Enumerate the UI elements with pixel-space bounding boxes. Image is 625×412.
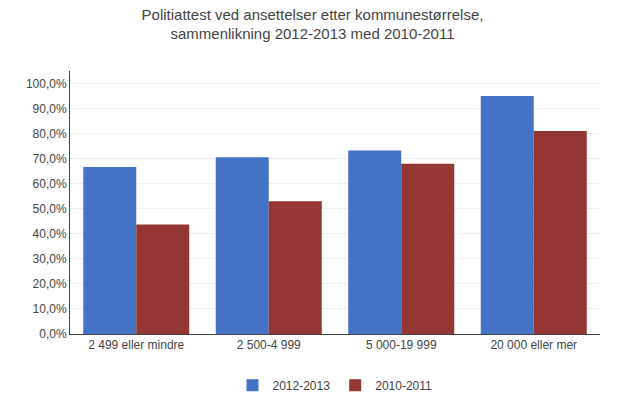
svg-text:50,0%: 50,0% (33, 202, 67, 216)
svg-text:0,0%: 0,0% (39, 327, 67, 341)
svg-text:100,0%: 100,0% (26, 77, 67, 91)
svg-text:Politiattest ved ansettelser e: Politiattest ved ansettelser etter kommu… (142, 6, 484, 43)
svg-text:80,0%: 80,0% (33, 127, 67, 141)
svg-text:5 000-19 999: 5 000-19 999 (366, 338, 437, 352)
svg-text:2 500-4 999: 2 500-4 999 (237, 338, 301, 352)
svg-text:2010-2011: 2010-2011 (375, 379, 432, 393)
svg-text:90,0%: 90,0% (33, 102, 67, 116)
svg-text:60,0%: 60,0% (33, 177, 67, 191)
svg-text:70,0%: 70,0% (33, 152, 67, 166)
svg-text:2012-2013: 2012-2013 (273, 379, 331, 393)
svg-text:40,0%: 40,0% (33, 227, 67, 241)
svg-text:2 499 eller mindre: 2 499 eller mindre (88, 338, 184, 352)
svg-text:30,0%: 30,0% (33, 252, 67, 266)
svg-text:10,0%: 10,0% (33, 302, 67, 316)
svg-text:20,0%: 20,0% (33, 277, 67, 291)
svg-text:20 000 eller mer: 20 000 eller mer (490, 338, 577, 352)
